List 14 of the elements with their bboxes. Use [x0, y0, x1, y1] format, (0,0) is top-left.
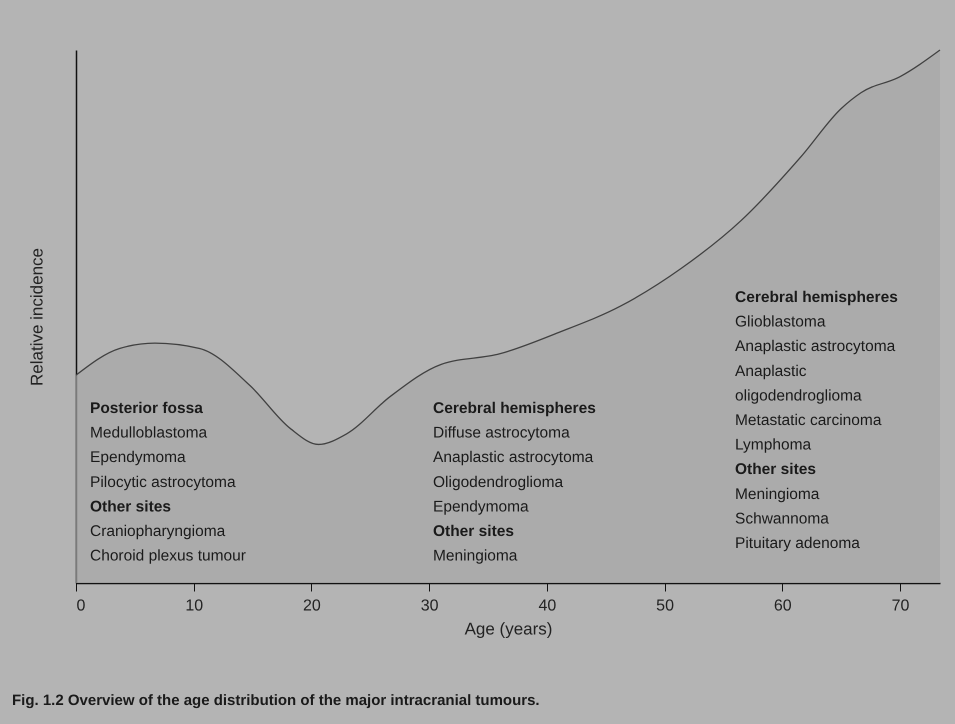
x-tick-label: 50 — [656, 598, 674, 614]
x-axis-title: Age (years) — [464, 620, 552, 638]
y-axis-title: Relative incidence — [28, 248, 46, 386]
x-tick-label: 40 — [538, 598, 556, 614]
x-tick-label: 70 — [892, 598, 910, 614]
annotation: Posterior fossa Medulloblastoma Ependymoma Pilocytic astrocytoma Other sites Craniopharyngioma Choroid plexus tumour — [90, 400, 246, 565]
caption: Fig. 1.2 Overview of the age distribution of the major intracranial tumours. — [12, 692, 540, 709]
annotation: Cerebral hemispheres Diffuse astrocytoma Anaplastic astrocytoma Oligodendroglioma Ependymoma Other sites Meningioma — [433, 400, 596, 565]
x-tick-label: 60 — [774, 598, 792, 614]
x-tick-label: 30 — [420, 598, 439, 614]
x-tick-label: 10 — [185, 598, 204, 614]
text: Cerebral hemispheres Glioblastoma Anaplastic astrocytoma Anaplastic oligodendroglioma Metastatic carcinoma Lymphoma Other sites Meningioma Schwannoma Pituitary adenoma — [735, 289, 898, 552]
x-tick-label: 0 — [76, 598, 86, 614]
x-tick-label: 20 — [303, 598, 321, 614]
